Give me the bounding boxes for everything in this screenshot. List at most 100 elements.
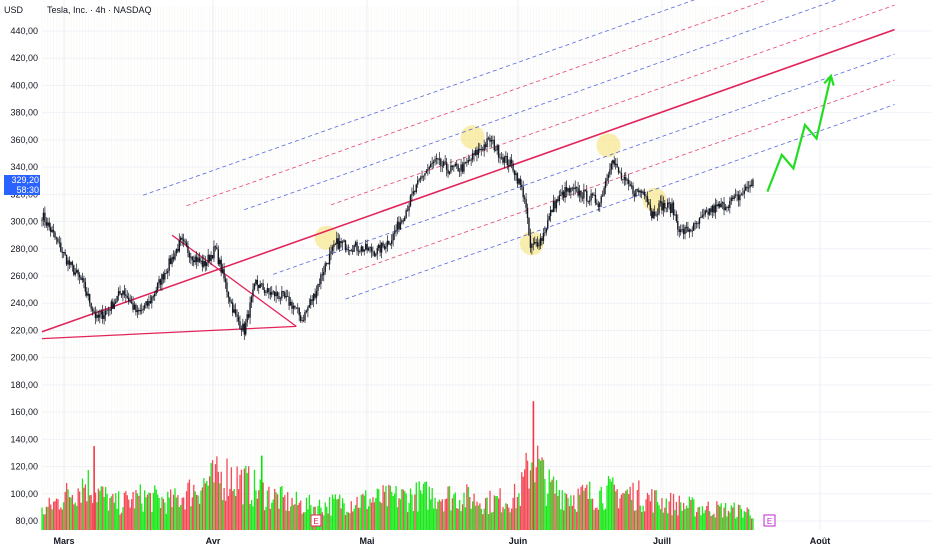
wedge-falling-line [171, 234, 297, 327]
candle-body [336, 238, 338, 245]
volume-bar [213, 482, 215, 530]
volume-bar [113, 502, 115, 530]
candle-body [318, 283, 321, 285]
volume-bar [617, 508, 620, 530]
volume-bar [258, 490, 260, 530]
candle-body [719, 203, 721, 208]
candle-body [750, 184, 753, 187]
session-stripe [538, 6, 540, 530]
session-stripe [376, 6, 378, 530]
volume-bar [376, 488, 378, 530]
volume-bar [688, 496, 691, 530]
session-stripe [241, 6, 242, 530]
volume-bar [112, 493, 114, 530]
volume-bar [341, 498, 344, 530]
volume-bar [752, 518, 754, 530]
candle-body [509, 159, 511, 167]
volume-bar [236, 466, 238, 530]
session-stripe [238, 6, 239, 530]
candle-body [619, 172, 621, 174]
candle-body [399, 222, 402, 229]
candle-body [510, 159, 513, 164]
candle-body [353, 245, 355, 252]
candle-body [706, 210, 708, 212]
channel-lines [143, 0, 895, 300]
volume-bar [360, 494, 363, 530]
volume-bar [116, 508, 118, 530]
candle-body [99, 314, 101, 318]
volume-bar [281, 485, 283, 530]
earnings-marker[interactable]: E [313, 517, 318, 526]
candle-body [665, 207, 667, 209]
session-stripe [142, 6, 144, 530]
symbol-title[interactable]: Tesla, Inc. · 4h · NASDAQ [47, 5, 152, 15]
earnings-marker-future-box[interactable] [763, 514, 776, 527]
candle-body [704, 210, 706, 215]
session-stripe [252, 6, 254, 530]
candle-body [652, 211, 654, 219]
candle-body [557, 199, 559, 202]
earnings-marker-future[interactable]: E [767, 517, 772, 526]
candle-body [57, 238, 59, 242]
volume-bar [694, 516, 696, 530]
volume-bar [104, 486, 107, 530]
volume-bar [363, 495, 365, 530]
candle-body [675, 214, 678, 221]
volume-bar [275, 492, 277, 530]
volume-bar [181, 497, 183, 530]
candle-body [479, 148, 481, 151]
candle-body [740, 194, 743, 196]
candle-body [405, 210, 407, 218]
volume-bar [262, 482, 264, 530]
candle-body [128, 297, 130, 302]
candle-body [425, 170, 428, 174]
volume-bar [441, 499, 443, 530]
wedge-lower-line [41, 325, 297, 340]
candle-body [643, 191, 646, 196]
candle-body [117, 291, 120, 296]
earnings-markers[interactable]: E E [310, 514, 776, 527]
session-stripe [668, 6, 670, 530]
volume-bar [535, 467, 537, 530]
volume-bar [609, 479, 611, 530]
volume-bar [526, 460, 529, 530]
time-axis[interactable]: Mars Avr Mai Juin Juill Août [53, 536, 830, 546]
candle-body [349, 250, 351, 251]
session-stripe [59, 6, 60, 530]
session-stripe [706, 6, 708, 530]
volume-bar [120, 512, 123, 530]
candle-body [708, 208, 711, 215]
volume-bar [641, 511, 643, 530]
volume-bar [227, 495, 230, 530]
volume-bar [129, 507, 131, 530]
volume-bar [645, 499, 647, 530]
volume-bar [362, 493, 364, 530]
volume-bar [717, 504, 719, 530]
volume-bar [573, 495, 575, 530]
candle-body [457, 165, 459, 172]
candle-body [330, 250, 332, 254]
last-price-badge: 329,20 [4, 175, 40, 185]
candle-body [130, 301, 133, 304]
candle-body [346, 249, 348, 251]
candle-body [299, 315, 302, 321]
candle-body [564, 187, 566, 198]
volume-bar [437, 501, 439, 530]
volume-bar [240, 469, 243, 530]
price-axis[interactable]: 440,00420,00400,00380,00360,00340,00320,… [10, 26, 38, 526]
volume-bar [604, 508, 607, 530]
volume-bar [226, 458, 228, 530]
volume-bar [467, 487, 469, 530]
volume-bar [616, 489, 618, 530]
session-stripe [590, 6, 592, 530]
candle-body [80, 277, 82, 280]
session-stripe [605, 6, 606, 530]
volume-bar [577, 488, 579, 530]
volume-bar [714, 517, 717, 530]
volume-bar [599, 490, 601, 530]
session-stripe [128, 6, 130, 530]
candle-body [703, 214, 705, 216]
candle-body [107, 309, 110, 311]
earnings-marker-box[interactable] [310, 514, 322, 527]
